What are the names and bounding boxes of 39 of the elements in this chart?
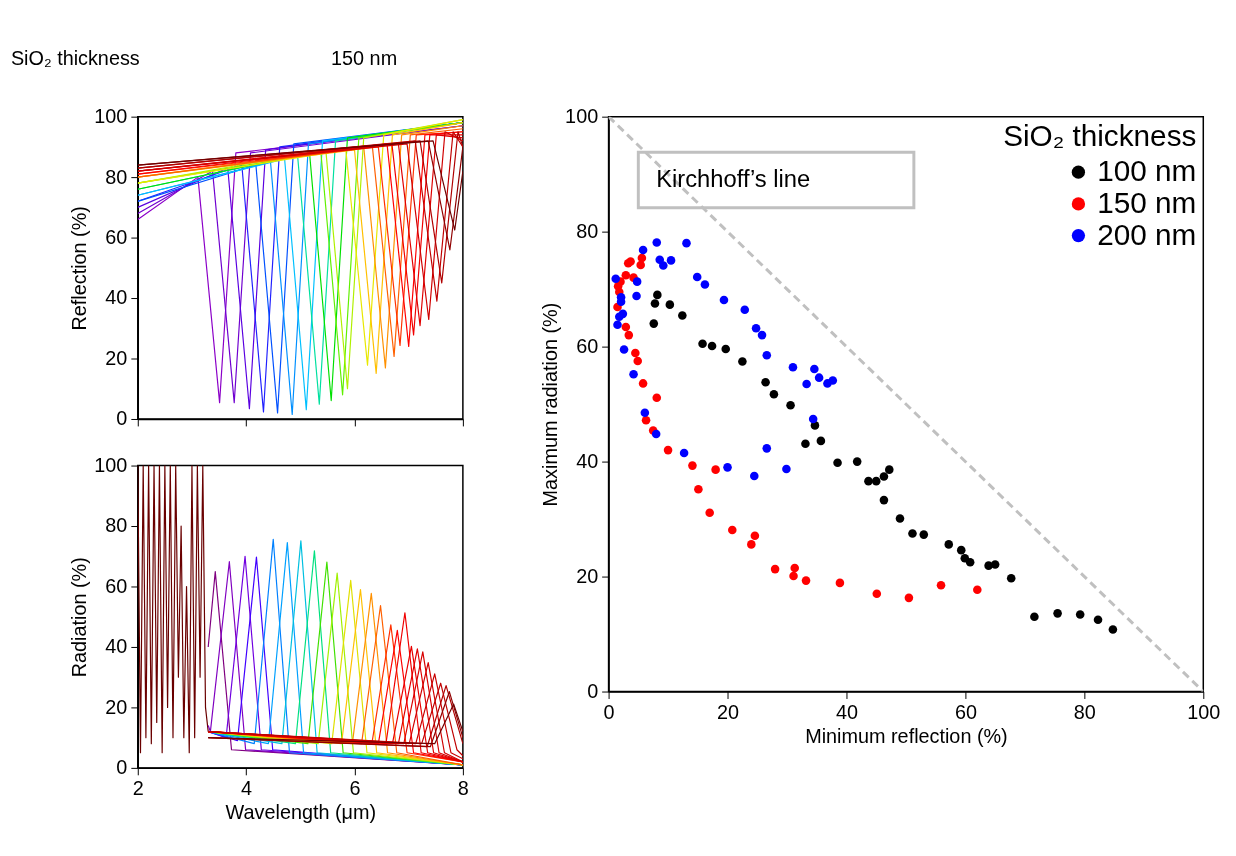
y-tick-label: 40 [576, 450, 599, 473]
legend-title: SiO₂ thickness [1003, 119, 1197, 153]
y-tick-label: 100 [94, 105, 128, 128]
y-axis-title: Reflection (%) [68, 206, 91, 331]
x-tick-label: 40 [835, 700, 858, 723]
text: 150 nm [331, 47, 398, 70]
x-tick-label: 80 [1073, 700, 1096, 723]
y-tick-label: 80 [105, 165, 128, 188]
x-axis-title: Minimum reflection (%) [805, 724, 1008, 747]
x-axis-title: Wavelength (μm) [225, 800, 377, 823]
legend-label: 150 nm [1097, 185, 1197, 219]
y-tick-label: 0 [587, 679, 599, 702]
legend-label: 200 nm [1097, 217, 1197, 251]
x-tick-label: 100 [1187, 700, 1221, 723]
x-tick-label: 4 [241, 777, 253, 800]
x-tick-label: 6 [349, 777, 361, 800]
x-tick-label: 60 [954, 700, 977, 723]
y-tick-label: 100 [94, 454, 128, 476]
y-tick-label: 0 [116, 756, 128, 779]
y-tick-label: 100 [565, 105, 599, 128]
y-tick-label: 40 [105, 635, 128, 658]
x-tick-label: 8 [457, 777, 469, 800]
y-tick-label: 60 [105, 226, 128, 249]
x-tick-label: 20 [717, 700, 740, 723]
legend-label: 100 nm [1097, 154, 1197, 188]
y-tick-label: 60 [576, 335, 599, 358]
chart-title: SiO₂ thickness [10, 47, 140, 70]
y-tick-label: 80 [576, 220, 599, 243]
y-tick-label: 60 [105, 574, 128, 597]
y-tick-label: 20 [105, 346, 128, 369]
x-tick-label: 0 [603, 700, 615, 723]
annotation: Kirchhoff’s line [656, 165, 811, 193]
y-tick-label: 40 [105, 286, 128, 309]
x-tick-label: 2 [132, 777, 144, 800]
y-axis-title: Radiation (%) [68, 557, 91, 678]
y-tick-label: 20 [576, 565, 599, 588]
y-tick-label: 80 [105, 514, 128, 537]
y-tick-label: 0 [116, 407, 128, 430]
y-axis-title: Maximum radiation (%) [539, 302, 562, 507]
